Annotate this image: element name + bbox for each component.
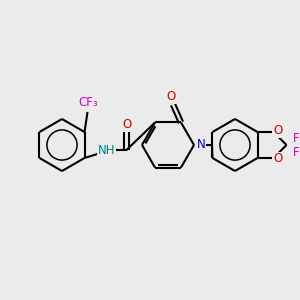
Text: O: O bbox=[167, 90, 176, 103]
Text: O: O bbox=[273, 152, 282, 166]
Text: CF₃: CF₃ bbox=[79, 95, 98, 109]
Text: O: O bbox=[122, 118, 131, 130]
Text: N: N bbox=[196, 139, 206, 152]
Text: NH: NH bbox=[98, 143, 115, 157]
Text: O: O bbox=[273, 124, 282, 137]
Text: F: F bbox=[293, 131, 300, 145]
Text: F: F bbox=[293, 146, 300, 158]
